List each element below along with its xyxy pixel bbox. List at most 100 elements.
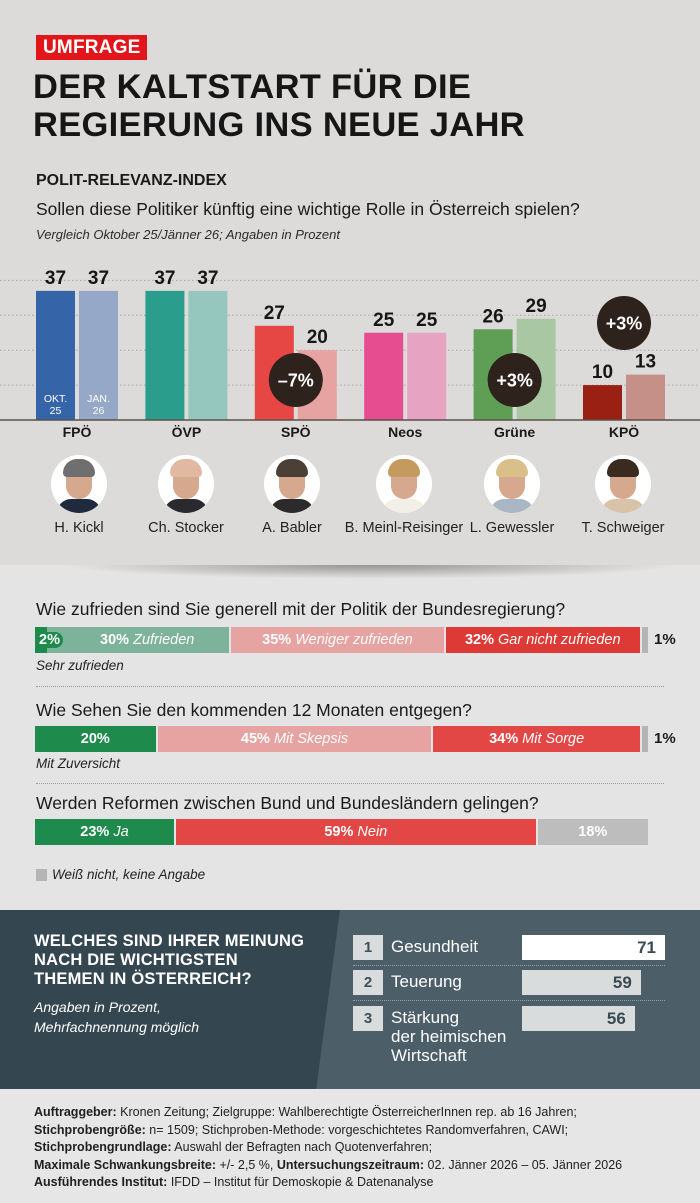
bar-segment: 23% Ja xyxy=(35,819,176,845)
outside-value: 1% xyxy=(654,631,676,648)
change-label: +3% xyxy=(606,314,643,334)
legend: Weiß nicht, keine Angabe xyxy=(36,867,205,882)
bar-value-label: 10 xyxy=(592,362,613,383)
bar-segment: 35% Weniger zufrieden xyxy=(231,627,446,653)
topics-subtitle: Angaben in Prozent, Mehrfachnennung mögl… xyxy=(34,997,199,1037)
methodology-value: Kronen Zeitung; Zielgruppe: Wahlberechti… xyxy=(116,1105,577,1119)
segment-sublabel: Sehr zufrieden xyxy=(36,658,124,673)
topic-rank: 2 xyxy=(353,970,383,995)
bar-segment: 18% xyxy=(537,819,648,845)
bar-value-label: 27 xyxy=(264,303,285,324)
politician-name: B. Meinl-Reisinger xyxy=(344,520,464,536)
bar-segment: 32% Gar nicht zufrieden xyxy=(445,627,642,653)
stacked-bar: 2% 30% Zufrieden 35% Weniger zufrieden 32% … xyxy=(35,627,648,653)
bar-value-label: 37 xyxy=(88,268,109,289)
bar-neos-jan xyxy=(407,332,447,420)
methodology-line: Auftraggeber: Kronen Zeitung; Zielgruppe… xyxy=(34,1105,577,1119)
portrait-hair xyxy=(276,459,308,477)
segment-value: 23% xyxy=(80,824,110,840)
legend-label: Weiß nicht, keine Angabe xyxy=(52,867,206,882)
bar-value-label: 20 xyxy=(307,327,328,348)
chart-note: Vergleich Oktober 25/Jänner 26; Angaben … xyxy=(36,227,341,242)
methodology-key: Stichprobengrundlage: xyxy=(34,1140,172,1154)
headline-line-1: DER KALTSTART FÜR DIE xyxy=(33,68,472,106)
segment-label: Zufrieden xyxy=(133,632,195,648)
bar-övp-jan xyxy=(188,290,228,420)
portrait-photo xyxy=(158,455,214,513)
portrait-hair xyxy=(388,459,420,477)
portrait-body xyxy=(270,499,314,513)
segment-value: 59% xyxy=(324,824,354,840)
segment-label: Mit Sorge xyxy=(522,731,585,747)
portrait-body xyxy=(57,499,101,513)
divider xyxy=(36,686,664,687)
politician-name: A. Babler xyxy=(262,520,322,536)
segment-value: 34% xyxy=(489,731,519,747)
topics-title-line-3: THEMEN IN ÖSTERREICH? xyxy=(34,970,252,988)
topic-bar: 71 xyxy=(522,935,665,960)
segment-label: Mit Skepsis xyxy=(273,731,349,747)
portrait-body xyxy=(601,499,645,513)
outside-value: 1% xyxy=(654,730,676,747)
change-label: –7% xyxy=(278,371,314,391)
survey-question: Werden Reformen zwischen Bund und Bundes… xyxy=(36,793,539,813)
relevance-bar-chart: 37 37 FPÖ 37 37 ÖVP 27 20 SPÖ 25 25 Neos 26 29 Grüne 10… xyxy=(0,268,700,440)
methodology-key: Ausführendes Institut: xyxy=(34,1175,168,1189)
topic-label-line: Stärkung xyxy=(391,1008,460,1027)
topics-title-line-2: NACH DIE WICHTIGSTEN xyxy=(34,951,238,969)
methodology-line: Stichprobengrundlage: Auswahl der Befrag… xyxy=(34,1140,432,1154)
topics-subtitle-line-1: Angaben in Prozent, xyxy=(34,999,161,1015)
topic-label-line: der heimischen xyxy=(391,1027,507,1046)
portrait-body xyxy=(164,499,208,513)
segment-label: Weniger zufrieden xyxy=(295,632,413,648)
survey-question: Wie Sehen Sie den kommenden 12 Monaten e… xyxy=(36,700,472,720)
bar-kpö-okt xyxy=(583,385,622,420)
methodology-key: Auftraggeber: xyxy=(34,1105,117,1119)
change-bubble-grüne xyxy=(487,353,542,407)
topic-bar: 59 xyxy=(522,970,641,995)
divider xyxy=(36,783,664,784)
change-bubble-spö xyxy=(268,353,323,407)
bar-value-label: 37 xyxy=(197,268,218,289)
methodology-footer xyxy=(0,1089,700,1203)
segment-label: Ja xyxy=(113,824,129,840)
chart-question: Sollen diese Politiker künftig eine wich… xyxy=(36,199,580,219)
segment-value: 30% xyxy=(100,632,130,648)
topics-panel-dark-area xyxy=(0,910,340,1089)
bar-fpö-jan xyxy=(79,290,118,420)
topic-divider xyxy=(353,1000,665,1001)
bar-value-label: 29 xyxy=(526,296,547,317)
methodology-line: Stichprobengröße: n= 1509; Stichproben-M… xyxy=(34,1123,568,1137)
series-label-okt: OKT. xyxy=(44,393,67,405)
headline-line-2: REGIERUNG INS NEUE JAHR xyxy=(33,106,525,144)
methodology-key: Maximale Schwankungsbreite: xyxy=(34,1157,217,1172)
segment-value: 35% xyxy=(262,632,292,648)
change-label: +3% xyxy=(496,371,533,391)
topics-title-line-1: WELCHES SIND IHRER MEINUNG xyxy=(34,932,305,950)
stacked-bar: 23% Ja 59% Nein 18% xyxy=(35,819,648,845)
methodology-value: +/- 2,5 %, xyxy=(216,1157,277,1172)
methodology-value: 02. Jänner 2026 – 05. Jänner 2026 xyxy=(424,1157,623,1172)
topic-label: Teuerung xyxy=(391,972,462,991)
segment-value: 2% xyxy=(38,632,63,648)
portrait-hair xyxy=(496,459,528,477)
topic-label: Gesundheit xyxy=(391,937,478,956)
bar-segment: 2% xyxy=(35,627,63,653)
portrait-body xyxy=(382,499,426,513)
methodology-key: Stichprobengröße: xyxy=(34,1122,146,1137)
bar-segment: 45% Mit Skepsis xyxy=(157,726,434,752)
survey-question: Wie zufrieden sind Sie generell mit der … xyxy=(36,599,566,619)
topic-divider xyxy=(353,965,665,966)
category-label-övp: ÖVP xyxy=(172,424,202,440)
bar-segment xyxy=(641,726,648,752)
section-shadow xyxy=(60,565,680,579)
methodology-line: Maximale Schwankungsbreite: +/- 2,5 %, U… xyxy=(34,1158,622,1172)
legend-swatch-unknown xyxy=(36,868,47,881)
bar-value-label: 37 xyxy=(45,268,66,289)
segment-label: Gar nicht zufrieden xyxy=(498,632,621,648)
segment-value: 45% xyxy=(240,731,270,747)
portrait-photo xyxy=(484,455,540,513)
portrait-photo xyxy=(376,455,432,513)
category-label-kpö: KPÖ xyxy=(609,424,639,440)
bar-övp-okt xyxy=(145,290,185,420)
